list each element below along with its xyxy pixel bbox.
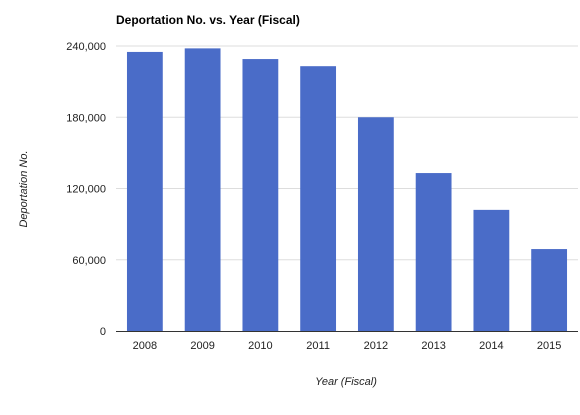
bars [126,48,568,331]
x-tick-label: 2011 [306,340,330,352]
x-tick-label: 2014 [479,340,503,352]
bar-2011[interactable] [300,66,337,331]
x-tick-label: 2015 [537,340,561,352]
y-tick-label: 120,000 [66,184,106,196]
bar-2008[interactable] [126,51,163,331]
x-tick-label: 2009 [190,340,214,352]
y-tick-label: 240,000 [66,41,106,53]
chart-title: Deportation No. vs. Year (Fiscal) [116,13,300,27]
y-axis-title: Deportation No. [18,150,30,227]
y-tick-label: 0 [100,326,106,338]
y-tick-label: 60,000 [72,255,106,267]
x-tick-label: 2013 [421,340,445,352]
y-tick-label: 180,000 [66,112,106,124]
x-axis-ticks: 2008 2009 2010 2011 2012 2013 2014 2015 [133,340,562,352]
bar-2012[interactable] [357,117,394,331]
bar-2009[interactable] [184,48,221,331]
x-tick-label: 2010 [248,340,272,352]
bar-2010[interactable] [242,59,279,331]
x-tick-label: 2008 [133,340,157,352]
x-tick-label: 2012 [364,340,388,352]
y-axis-ticks: 0 60,000 120,000 180,000 240,000 [66,41,106,338]
bar-2014[interactable] [473,209,510,331]
x-axis-title: Year (Fiscal) [315,376,377,388]
bar-2015[interactable] [531,249,568,331]
bar-2013[interactable] [415,173,452,331]
